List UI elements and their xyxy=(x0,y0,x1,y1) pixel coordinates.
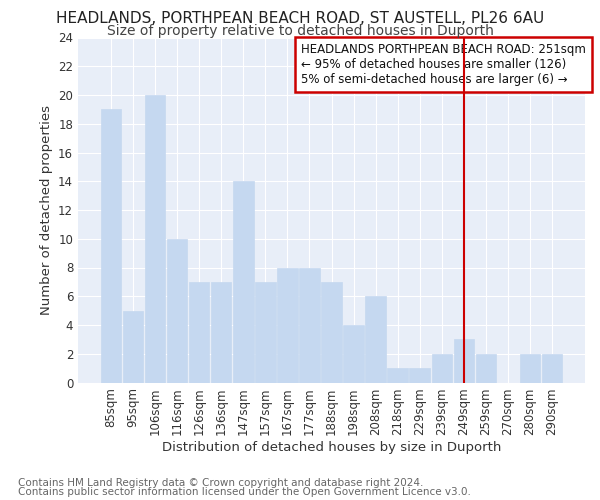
Bar xyxy=(277,268,298,382)
Bar xyxy=(255,282,275,382)
Bar xyxy=(520,354,540,382)
Bar xyxy=(101,110,121,382)
Bar xyxy=(233,181,254,382)
Text: HEADLANDS, PORTHPEAN BEACH ROAD, ST AUSTELL, PL26 6AU: HEADLANDS, PORTHPEAN BEACH ROAD, ST AUST… xyxy=(56,11,544,26)
Bar xyxy=(211,282,232,382)
Bar xyxy=(542,354,562,382)
Bar xyxy=(189,282,209,382)
Text: HEADLANDS PORTHPEAN BEACH ROAD: 251sqm
← 95% of detached houses are smaller (126: HEADLANDS PORTHPEAN BEACH ROAD: 251sqm ←… xyxy=(301,42,586,86)
Bar xyxy=(299,268,320,382)
Y-axis label: Number of detached properties: Number of detached properties xyxy=(40,105,53,315)
Bar xyxy=(145,95,166,382)
Bar xyxy=(476,354,496,382)
Text: Size of property relative to detached houses in Duporth: Size of property relative to detached ho… xyxy=(107,24,493,38)
Text: Contains HM Land Registry data © Crown copyright and database right 2024.: Contains HM Land Registry data © Crown c… xyxy=(18,478,424,488)
Bar xyxy=(123,310,143,382)
Bar xyxy=(322,282,341,382)
Text: Contains public sector information licensed under the Open Government Licence v3: Contains public sector information licen… xyxy=(18,487,471,497)
Bar xyxy=(454,340,474,382)
Bar xyxy=(431,354,452,382)
Bar xyxy=(365,296,386,382)
Bar xyxy=(167,239,187,382)
Bar xyxy=(343,325,364,382)
X-axis label: Distribution of detached houses by size in Duporth: Distribution of detached houses by size … xyxy=(162,440,501,454)
Bar xyxy=(409,368,430,382)
Bar xyxy=(388,368,408,382)
